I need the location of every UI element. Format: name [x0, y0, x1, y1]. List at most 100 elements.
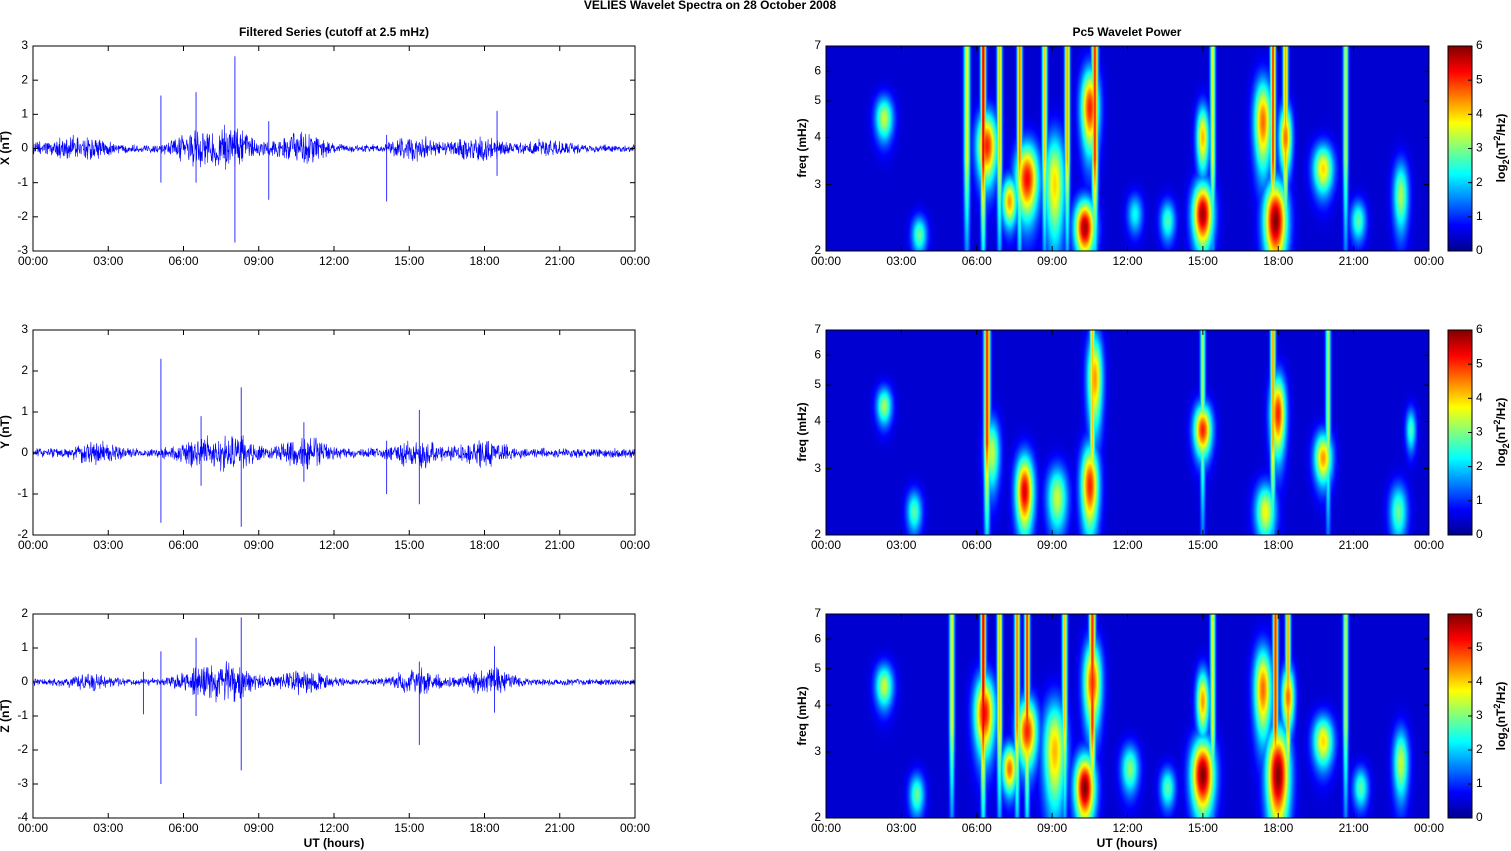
x-tick-label: 15:00	[394, 538, 424, 552]
x-tick-label: 18:00	[469, 821, 499, 835]
colorbar-label-sup: 2	[1492, 136, 1502, 141]
colorbar-label-sub: 2	[1501, 727, 1511, 732]
colorbar-label-sup: 2	[1492, 420, 1502, 425]
x-tick-label: 09:00	[1037, 538, 1067, 552]
colorbar-tick-label: 6	[1476, 322, 1483, 336]
freq-tick-label: 3	[814, 461, 821, 475]
trace-line	[33, 124, 635, 170]
x-tick-label: 06:00	[962, 538, 992, 552]
colorbar-tick-label: 3	[1476, 425, 1483, 439]
colorbar-label: log2(nT2/Hz)	[1492, 398, 1511, 467]
x-tick-label: 15:00	[1188, 254, 1218, 268]
plot-area	[33, 330, 635, 535]
colorbar-label-nt: (nT	[1494, 708, 1508, 727]
freq-tick-label: 7	[814, 38, 821, 52]
x-tick-label: 15:00	[394, 821, 424, 835]
x-tick-label: 00:00	[18, 821, 48, 835]
x-tick-label: 18:00	[1263, 821, 1293, 835]
x-tick-label: 21:00	[545, 821, 575, 835]
y-tick-label: 2	[21, 72, 28, 86]
freq-tick-label: 6	[814, 63, 821, 77]
freq-axis-ticks: 2 3 4 5 6 7	[814, 606, 1429, 824]
x-tick-label: 09:00	[1037, 821, 1067, 835]
x-tick-label: 18:00	[469, 254, 499, 268]
colorbar-tick-label: 0	[1476, 527, 1483, 541]
colorbar-tick-label: 3	[1476, 141, 1483, 155]
x-axis-ticks: 00:00 03:00 06:00 09:00 12:00 15:00 18:00 21:00…	[18, 330, 650, 552]
x-axis-label-right: UT (hours)	[1097, 836, 1158, 850]
freq-tick-label: 2	[814, 527, 821, 541]
y-tick-label: -2	[17, 527, 28, 541]
freq-tick-label: 4	[814, 130, 821, 144]
plot-area	[33, 614, 635, 818]
freq-tick-label: 7	[814, 322, 821, 336]
colorbar-ticks: 0 1 2 3 4 5 6	[1468, 606, 1483, 824]
y-tick-label: -1	[17, 486, 28, 500]
colorbar-tick-label: 2	[1476, 459, 1483, 473]
y-axis-ticks: 2 1 0 -1 -2 -3 -4	[17, 606, 635, 824]
colorbar-label-nt: (nT	[1494, 424, 1508, 443]
x-tick-label: 06:00	[168, 821, 198, 835]
colorbar-label-log: log	[1494, 164, 1508, 182]
colorbar-tick-label: 5	[1476, 72, 1483, 86]
y-tick-label: 0	[21, 445, 28, 459]
x-axis-ticks: 00:00 03:00 06:00 09:00 12:00 15:00 18:00 21:00…	[18, 46, 650, 268]
x-tick-label: 09:00	[244, 254, 274, 268]
x-tick-label: 00:00	[620, 254, 650, 268]
colorbar-tick-label: 1	[1476, 493, 1483, 507]
freq-tick-label: 4	[814, 697, 821, 711]
colorbar-tick-label: 1	[1476, 776, 1483, 790]
colorbar-label: log2(nT2/Hz)	[1492, 682, 1511, 751]
x-tick-label: 03:00	[886, 821, 916, 835]
y-tick-label: 2	[21, 606, 28, 620]
colorbar-tick-label: 1	[1476, 209, 1483, 223]
x-axis-ticks: 00:00 03:00 06:00 09:00 12:00 15:00 18:00 21:00…	[811, 614, 1444, 835]
y-axis-ticks: 3 2 1 0 -1 -2 -3	[17, 38, 635, 257]
timeseries-panel-y: 3 2 1 0 -1 -2 00:00 03:00 06:00 09:00 12:00 15:00 1…	[0, 322, 650, 552]
y-tick-label: -4	[17, 810, 28, 824]
colorbar-ticks: 0 1 2 3 4 5 6	[1468, 322, 1483, 541]
colorbar-tick-label: 4	[1476, 107, 1483, 121]
colorbar-label-sub: 2	[1501, 159, 1511, 164]
x-tick-label: 03:00	[886, 254, 916, 268]
y-tick-label: 3	[21, 38, 28, 52]
x-tick-label: 00:00	[620, 821, 650, 835]
timeseries-panel-x: 3 2 1 0 -1 -2 -3 00:00 03:00 06:00 09:00 12:00 15:0…	[0, 38, 650, 268]
x-tick-label: 12:00	[1112, 254, 1142, 268]
freq-tick-label: 5	[814, 93, 821, 107]
x-tick-label: 00:00	[1414, 254, 1444, 268]
x-tick-label: 09:00	[244, 821, 274, 835]
heatmap-x	[826, 46, 1429, 251]
wavelet-panel-y: 2 3 4 5 6 7 00:00 03:00 06:00 09:00 12:00 15:00 18:…	[795, 322, 1511, 552]
x-tick-label: 12:00	[319, 254, 349, 268]
x-tick-label: 15:00	[1188, 821, 1218, 835]
colorbar-tick-label: 5	[1476, 640, 1483, 654]
y-tick-label: 1	[21, 404, 28, 418]
y-tick-label: -1	[17, 708, 28, 722]
x-tick-label: 09:00	[1037, 254, 1067, 268]
trace-line	[33, 435, 635, 472]
x-tick-label: 21:00	[545, 538, 575, 552]
freq-axis-ticks: 2 3 4 5 6 7	[814, 38, 1429, 257]
x-tick-label: 06:00	[962, 821, 992, 835]
x-tick-label: 21:00	[1339, 254, 1369, 268]
freq-tick-label: 2	[814, 810, 821, 824]
colorbar-tick-label: 0	[1476, 243, 1483, 257]
heatmap-y	[826, 330, 1429, 535]
colorbar-tick-label: 3	[1476, 708, 1483, 722]
x-tick-label: 06:00	[168, 254, 198, 268]
colorbar-label-hz: /Hz)	[1494, 682, 1508, 704]
y-axis-label-y: Y (nT)	[0, 415, 12, 449]
y-tick-label: 1	[21, 640, 28, 654]
x-tick-label: 06:00	[168, 538, 198, 552]
x-tick-label: 03:00	[93, 821, 123, 835]
freq-tick-label: 3	[814, 744, 821, 758]
x-axis-ticks: 00:00 03:00 06:00 09:00 12:00 15:00 18:00 21:00…	[18, 614, 650, 835]
colorbar-tick-label: 4	[1476, 674, 1483, 688]
x-tick-label: 15:00	[394, 254, 424, 268]
colorbar-ticks: 0 1 2 3 4 5 6	[1468, 38, 1483, 257]
y-tick-label: -3	[17, 243, 28, 257]
right-column-title: Pc5 Wavelet Power	[1073, 25, 1182, 39]
colorbar-tick-label: 6	[1476, 606, 1483, 620]
x-axis-ticks: 00:00 03:00 06:00 09:00 12:00 15:00 18:00 21:00…	[811, 46, 1444, 268]
